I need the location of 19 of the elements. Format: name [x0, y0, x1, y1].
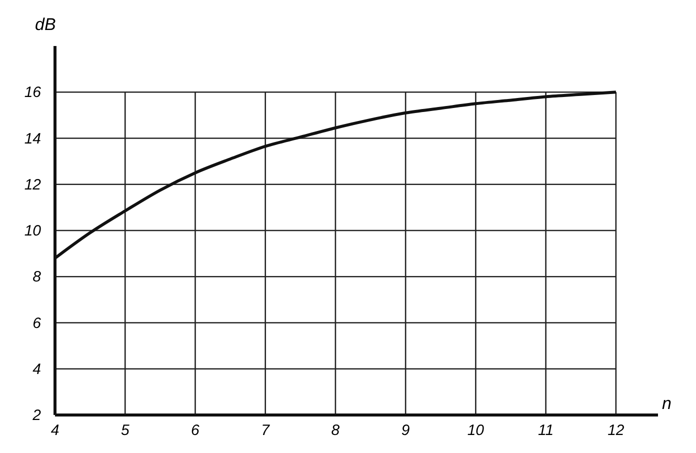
y-tick-label: 12	[24, 176, 42, 194]
y-tick-label: 4	[32, 360, 41, 378]
x-tick-label: 8	[331, 422, 340, 439]
x-tick-label: 5	[120, 422, 130, 439]
x-tick-label: 10	[467, 422, 485, 439]
y-tick-label: 6	[32, 314, 42, 332]
y-axis-title: dB	[35, 15, 56, 34]
y-tick-label: 10	[24, 222, 42, 240]
x-tick-label: 6	[191, 422, 200, 439]
x-tick-label: 12	[608, 422, 625, 439]
y-tick-label: 16	[24, 84, 42, 102]
x-tick-label: 11	[538, 422, 554, 439]
x-tick-label: 7	[261, 422, 270, 439]
y-tick-label: 2	[32, 407, 42, 424]
y-tick-label: 14	[24, 130, 41, 148]
x-tick-label: 4	[50, 422, 60, 439]
x-axis-title: n	[662, 394, 672, 413]
x-tick-label: 9	[401, 422, 410, 439]
y-tick-label: 8	[32, 268, 42, 286]
